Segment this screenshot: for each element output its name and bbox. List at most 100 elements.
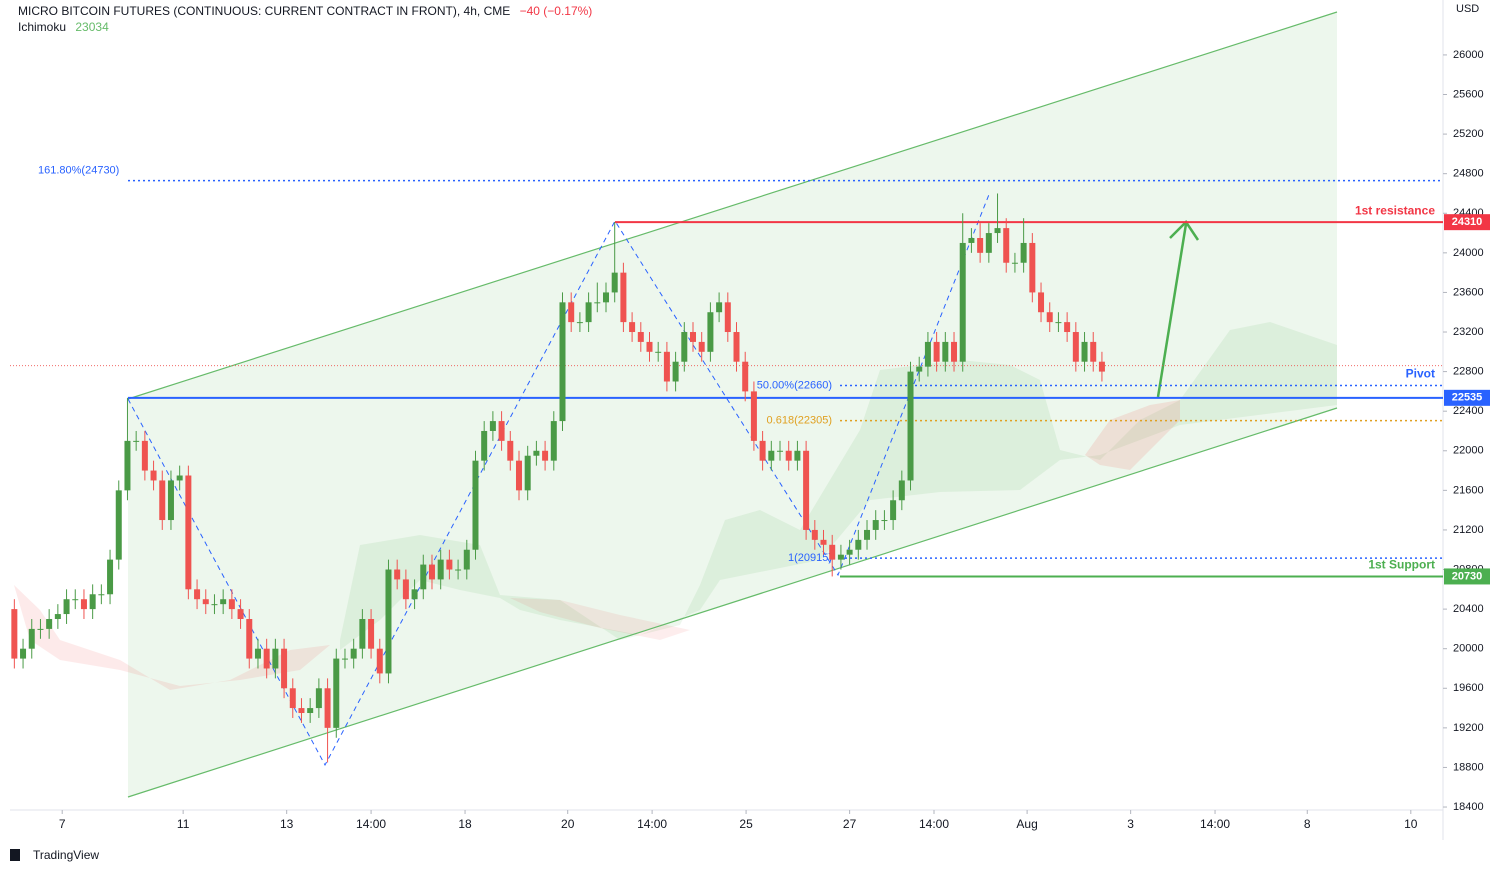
candle-body [20, 648, 27, 659]
candle-body [968, 238, 975, 243]
candle-body [368, 619, 375, 649]
candle-body [98, 594, 105, 596]
ichimoku-cloud-bear [14, 585, 330, 690]
candle-body [333, 658, 340, 728]
candle-body [716, 302, 723, 313]
candle-body [803, 450, 810, 530]
candle-body [115, 490, 122, 560]
candle-body [942, 341, 949, 362]
title: MICRO BITCOIN FUTURES (CONTINUOUS: CURRE… [18, 4, 511, 18]
x-tick-label: 25 [739, 817, 753, 831]
zigzag [127, 191, 991, 767]
candle-body [298, 708, 305, 714]
candle-body [463, 549, 470, 570]
candle-body [1055, 322, 1062, 324]
candle-body [237, 609, 244, 620]
brand: TradingView [33, 848, 99, 862]
candle-body [846, 549, 853, 555]
price-tag-label: 24310 [1452, 216, 1483, 228]
candle-body [898, 480, 905, 501]
candle-body [629, 322, 636, 333]
candle-body [820, 539, 827, 545]
candle-body [933, 341, 940, 362]
y-tick-label: 22400 [1453, 405, 1484, 417]
candle-body [411, 589, 418, 600]
candle-body [985, 233, 992, 253]
candle-body [1090, 341, 1097, 362]
x-tick-label: 14:00 [919, 817, 949, 831]
candle-body [89, 594, 96, 610]
candle-body [646, 341, 653, 352]
y-tick-label: 19200 [1453, 722, 1484, 734]
candle-body [576, 322, 583, 324]
candle-body [994, 228, 1001, 234]
x-tick-label: 14:00 [637, 817, 667, 831]
indicator: Ichimoku 23034 [18, 20, 109, 34]
candle-body [637, 332, 644, 342]
y-tick-label: 19600 [1453, 682, 1484, 694]
y-tick-label: 21600 [1453, 484, 1484, 496]
candle-body [1020, 242, 1027, 263]
y-tick-label: 23200 [1453, 326, 1484, 338]
x-tick-label: 7 [59, 817, 66, 831]
candle-body [80, 599, 87, 610]
channel-lower [127, 407, 1338, 798]
candle-body [837, 554, 844, 560]
candle-body [1046, 312, 1053, 323]
y-tick-label: 24000 [1453, 247, 1484, 259]
candle-body [376, 648, 383, 674]
candle-body [185, 475, 192, 590]
fib-label: 161.80%(24730) [38, 165, 119, 177]
candle-body [228, 599, 235, 610]
x-tick-label: Aug [1016, 817, 1037, 831]
candle-body [811, 529, 818, 540]
candle-body [1072, 332, 1079, 362]
candle-body [141, 440, 148, 471]
candle-body [489, 421, 496, 431]
y-tick-label: 25600 [1453, 88, 1484, 100]
candle-body [507, 440, 514, 461]
x-tick-label: 14:00 [1200, 817, 1230, 831]
candle-body [1003, 228, 1010, 263]
candle-body [777, 450, 784, 452]
candle-body [1064, 322, 1071, 333]
header: MICRO BITCOIN FUTURES (CONTINUOUS: CURRE… [18, 4, 592, 18]
candle-body [1038, 292, 1045, 313]
y-tick-label: 21200 [1453, 524, 1484, 536]
candle-body [167, 480, 174, 521]
candle-body [890, 500, 897, 521]
candle-body [394, 569, 401, 580]
y-tick-label: 23600 [1453, 286, 1484, 298]
candle-body [690, 332, 697, 342]
candle-body [107, 559, 114, 595]
level-name: 1st Support [1368, 558, 1435, 572]
candle-body [559, 302, 566, 422]
channel-fill [128, 12, 1337, 797]
candle-body [350, 648, 357, 659]
candle-body [724, 302, 731, 333]
candle-body [481, 430, 488, 461]
candle-body [602, 292, 609, 303]
price-tag-label: 22535 [1452, 392, 1483, 404]
x-tick-label: 18 [458, 817, 472, 831]
y-tick-label: 25200 [1453, 128, 1484, 140]
candle-body [663, 351, 670, 382]
x-tick-label: 27 [843, 817, 857, 831]
price-tag [1444, 214, 1490, 231]
candle-body [472, 460, 479, 550]
candle-body [750, 391, 757, 441]
y-tick-label: 22000 [1453, 445, 1484, 457]
candle-body [437, 559, 444, 580]
candle-body [498, 421, 505, 441]
candle-body [63, 599, 70, 615]
candle-body [785, 450, 792, 461]
candle-body [28, 628, 35, 649]
y-tick-label: 24800 [1453, 168, 1484, 180]
candle-body [159, 480, 166, 521]
candle-body [324, 688, 331, 728]
y-tick-label: 20400 [1453, 603, 1484, 615]
candle-body [289, 688, 296, 709]
candle-body [359, 619, 366, 649]
